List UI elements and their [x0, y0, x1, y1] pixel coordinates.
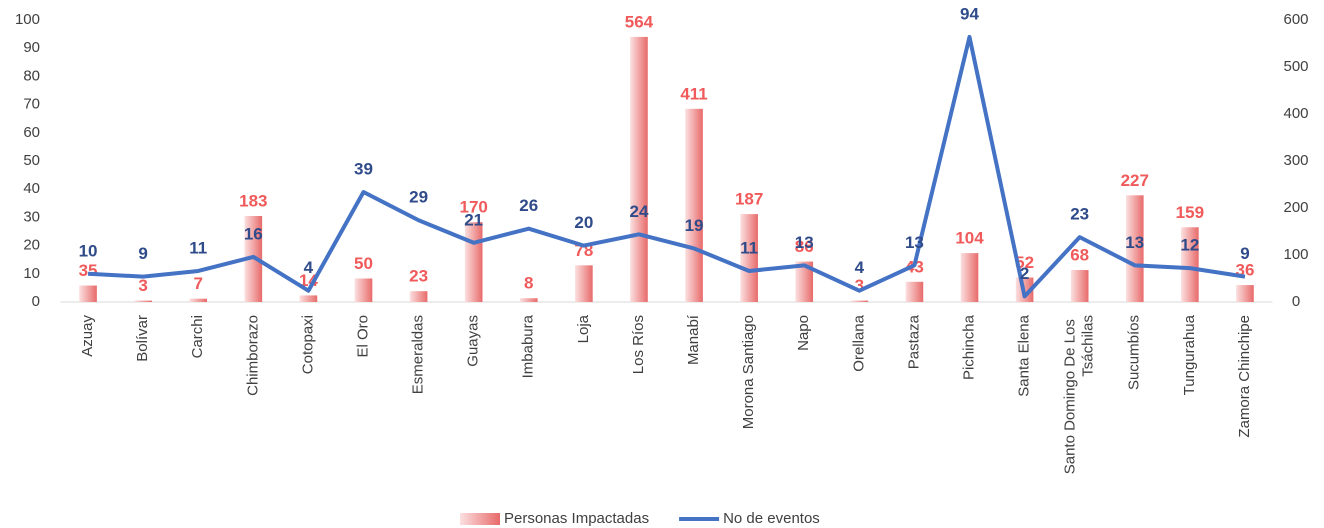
- line-value-label: 11: [189, 238, 207, 257]
- bar: [1071, 270, 1089, 302]
- line-value-label: 13: [905, 233, 924, 252]
- y-tick-label: 10: [23, 265, 40, 282]
- line-value-label: 29: [409, 188, 428, 207]
- line-value-label: 11: [740, 238, 758, 257]
- bar: [410, 291, 428, 302]
- page: 0 10 20 30 40 50 60 70 80 90 100 0 100 200 300 400 500 60…: [0, 0, 1324, 528]
- bar: [851, 301, 869, 302]
- bar: [520, 298, 538, 302]
- chart: 0 10 20 30 40 50 60 70 80 90 100 0 100 200 300 400 500 60…: [0, 0, 1324, 528]
- x-tick-label: Orellana: [850, 314, 867, 371]
- line-value-label: 26: [519, 196, 538, 215]
- bar-value-label: 411: [680, 84, 707, 103]
- bar-value-label: 23: [409, 267, 428, 286]
- x-tick-label: Azuay: [79, 315, 96, 357]
- y2-tick-label: 100: [1283, 246, 1308, 263]
- x-tick-label: Esmeraldas: [410, 315, 427, 394]
- x-tick-label: Tungurahua: [1181, 314, 1198, 395]
- x-tick-label: Carchi: [189, 315, 206, 358]
- x-tick-label: El Oro: [354, 315, 371, 358]
- y2-tick-label: 0: [1292, 293, 1300, 310]
- line-value-label: 94: [960, 4, 979, 23]
- bar-value-label: 564: [625, 12, 654, 31]
- bar-value-label: 159: [1176, 203, 1204, 222]
- line-value-label: 21: [464, 210, 483, 229]
- y2-tick-label: 400: [1283, 105, 1308, 122]
- x-tick-label: Manabí: [685, 314, 702, 365]
- line-value-label: 9: [1240, 244, 1249, 263]
- line-value-label: 12: [1180, 236, 1199, 255]
- x-tick-label: Sucumbíos: [1126, 315, 1143, 390]
- bar: [740, 214, 758, 302]
- x-tick-label: Los Ríos: [630, 315, 647, 374]
- y2-tick-label: 600: [1283, 11, 1308, 28]
- bar: [630, 37, 648, 302]
- y-tick-label: 100: [15, 11, 40, 28]
- bar: [906, 282, 924, 302]
- y2-tick-label: 200: [1283, 199, 1308, 216]
- line-value-label: 39: [354, 160, 373, 179]
- x-tick-label: Cotopaxi: [299, 315, 316, 374]
- bar: [685, 109, 703, 302]
- y-tick-label: 30: [23, 208, 40, 225]
- y-tick-label: 90: [23, 39, 40, 56]
- bar: [1236, 285, 1254, 302]
- line-value-label: 13: [795, 233, 814, 252]
- bar: [134, 301, 152, 302]
- y-tick-label: 20: [23, 237, 40, 254]
- line-value-label: 4: [855, 258, 865, 277]
- x-tick-label: Bolívar: [134, 315, 151, 362]
- bar-value-label: 187: [735, 190, 763, 209]
- y-tick-label: 70: [23, 96, 40, 113]
- x-tick-label: Santo Domingo De Los Tsáchilas: [1062, 315, 1097, 474]
- bar: [355, 279, 373, 303]
- legend-swatch: [460, 513, 500, 525]
- bar-value-label: 183: [239, 191, 267, 210]
- legend-label: No de eventos: [723, 510, 820, 527]
- bar-value-label: 35: [79, 261, 98, 280]
- y-tick-label: 50: [23, 152, 40, 169]
- y-tick-label: 60: [23, 124, 40, 141]
- line-value-label: 4: [304, 258, 314, 277]
- x-tick-label: Zamora Chinchipe: [1236, 315, 1253, 438]
- bar-value-label: 3: [138, 276, 147, 295]
- x-tick-label: Napo: [795, 315, 812, 351]
- line-value-label: 24: [629, 202, 648, 221]
- bar-value-label: 8: [524, 274, 533, 293]
- line-value-label: 19: [685, 216, 704, 235]
- x-tick-label: Imbabura: [520, 314, 537, 378]
- x-tick-label: Guayas: [465, 315, 482, 367]
- y-tick-label: 80: [23, 67, 40, 84]
- bar-value-label: 104: [955, 229, 984, 248]
- bar: [465, 222, 483, 302]
- line-value-label: 23: [1070, 205, 1089, 224]
- x-tick-label: Santa Elena: [1016, 314, 1033, 396]
- line-value-label: 13: [1125, 233, 1144, 252]
- y-tick-label: 0: [32, 293, 40, 310]
- bar-value-label: 227: [1121, 171, 1149, 190]
- bar: [300, 295, 318, 302]
- bar: [189, 299, 207, 302]
- line-value-label: 10: [79, 241, 98, 260]
- line-value-label: 20: [574, 213, 593, 232]
- line-value-label: 2: [1020, 264, 1029, 283]
- y2-tick-label: 300: [1283, 152, 1308, 169]
- bar-value-label: 68: [1070, 246, 1089, 265]
- bar: [79, 286, 97, 302]
- x-tick-label: Pastaza: [905, 314, 922, 369]
- x-tick-label: Chimborazo: [244, 315, 261, 396]
- y2-tick-label: 500: [1283, 58, 1308, 75]
- line-value-label: 9: [138, 244, 147, 263]
- bar-value-label: 50: [354, 254, 373, 273]
- x-tick-label: Loja: [575, 314, 592, 343]
- x-tick-label: Morona Santiago: [740, 315, 757, 429]
- bar: [575, 265, 593, 302]
- bar-value-label: 7: [193, 274, 202, 293]
- line-value-label: 16: [244, 224, 263, 243]
- x-tick-label: Pichincha: [960, 314, 977, 380]
- y-tick-label: 40: [23, 180, 40, 197]
- bar: [961, 253, 979, 302]
- legend-label: Personas Impactadas: [504, 510, 649, 527]
